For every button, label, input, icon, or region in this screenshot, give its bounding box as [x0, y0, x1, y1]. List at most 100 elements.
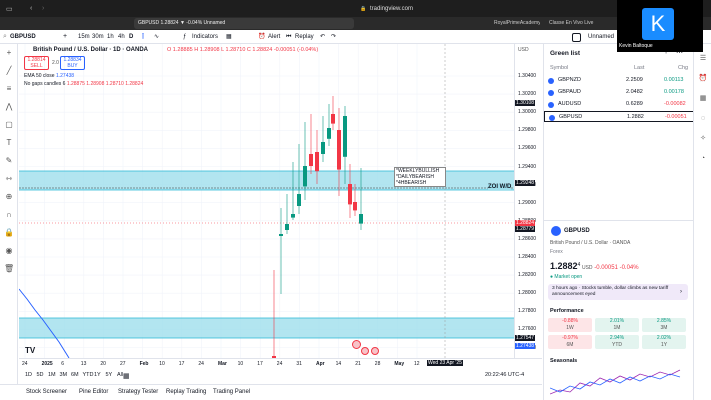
- tab-replay-trading[interactable]: Replay Trading: [166, 389, 207, 395]
- perf-box-1y[interactable]: 2.02% 1Y: [642, 335, 686, 349]
- tab-stock-screener[interactable]: Stock Screener: [26, 389, 68, 395]
- layout-icon[interactable]: [572, 33, 581, 42]
- layout-name[interactable]: Unnamed: [588, 34, 615, 40]
- calendar-icon[interactable]: ▦: [123, 373, 130, 380]
- address-bar[interactable]: 🔒 tradingview.com: [40, 4, 610, 16]
- event-marker-icon[interactable]: [361, 347, 369, 355]
- measure-icon[interactable]: ⇿: [5, 174, 13, 183]
- price-axis[interactable]: USD 1.30400 1.30200 1.30000 1.29800 1.29600 1…: [514, 44, 542, 358]
- browser-tab[interactable]: RoyalPrimeAcademy: [494, 20, 540, 26]
- price-tick-label: 1.27600: [518, 326, 537, 333]
- pattern-icon[interactable]: ⋀: [5, 102, 13, 111]
- interval-15m[interactable]: 15m: [78, 34, 90, 40]
- detail-name: British Pound / U.S. Dollar · OANDA: [550, 240, 631, 246]
- chart-type-icon[interactable]: ∿: [154, 34, 160, 40]
- range-5y[interactable]: 5Y: [105, 372, 113, 378]
- range-6m[interactable]: 6M: [71, 372, 79, 378]
- undo-icon[interactable]: ↶: [320, 34, 326, 40]
- calendar-side-icon[interactable]: ▦: [699, 95, 707, 102]
- ema-legend[interactable]: EMA 50 close 1.27438: [24, 73, 74, 79]
- range-5d[interactable]: 5D: [36, 372, 44, 378]
- gaps-values: 1.28875 1.28908 1.28710 1.28824: [66, 81, 144, 87]
- chat-icon[interactable]: ◌: [700, 115, 706, 122]
- tab-pine-editor[interactable]: Pine Editor: [79, 389, 109, 395]
- candle-body: [327, 128, 331, 139]
- interval-1h[interactable]: 1h: [107, 34, 114, 40]
- indicators-button[interactable]: Indicators: [192, 34, 219, 40]
- fib-icon[interactable]: ≡: [6, 84, 12, 93]
- perf-box-6m[interactable]: -0.97% 6M: [548, 335, 592, 349]
- range-1d[interactable]: 1D: [25, 372, 33, 378]
- trash-icon[interactable]: 🗑: [4, 264, 15, 273]
- perf-box-1w[interactable]: -0.88% 1W: [548, 318, 592, 332]
- alerts-icon[interactable]: ⏰: [698, 75, 708, 82]
- eye-icon[interactable]: ◉: [5, 246, 13, 255]
- event-marker-icon[interactable]: [352, 340, 361, 349]
- replay-button[interactable]: Replay: [295, 34, 314, 40]
- detail-symbol[interactable]: GBPUSD: [564, 228, 590, 234]
- watchlist-row[interactable]: GBPUSD 1.2882 -0.00051: [544, 111, 694, 122]
- seasonals-chart[interactable]: [550, 368, 688, 398]
- watchlist-row[interactable]: AUDUSD 0.6289 -0.00082: [544, 99, 694, 110]
- templates-icon[interactable]: ▦: [226, 34, 232, 40]
- alert-button[interactable]: Alert: [268, 34, 281, 40]
- sidebar-toggle-icon[interactable]: ▭: [6, 6, 13, 13]
- compare-plus-icon[interactable]: +: [63, 33, 68, 40]
- add-symbol-icon[interactable]: +: [664, 49, 669, 56]
- clock[interactable]: 20:22:46 UTC-4: [485, 372, 525, 378]
- browser-tab-active[interactable]: GBPUSD 1.28824 ▼ -0.04% Unnamed: [134, 18, 354, 29]
- perf-box-ytd[interactable]: 2.94% YTD: [595, 335, 639, 349]
- range-ytd[interactable]: YTD: [82, 372, 94, 378]
- gaps-legend[interactable]: No gaps candles 6 1.28875 1.28908 1.2871…: [24, 81, 143, 87]
- search-icon[interactable]: ⌕: [3, 33, 7, 40]
- magnet-icon[interactable]: ∩: [6, 210, 12, 219]
- bottom-panel-tabs: Stock Screener Pine Editor Strategy Test…: [0, 384, 542, 400]
- tradingview-logo[interactable]: TV: [25, 346, 36, 355]
- range-3m[interactable]: 3M: [59, 372, 68, 378]
- interval-30m[interactable]: 30m: [92, 34, 104, 40]
- text-icon[interactable]: T: [6, 138, 12, 147]
- interval-4h[interactable]: 4h: [118, 34, 125, 40]
- perf-box-3m[interactable]: 2.85% 3M: [642, 318, 686, 332]
- more-icon[interactable]: ⋯: [676, 50, 683, 57]
- perf-box-1m[interactable]: 2.01% 1M: [595, 318, 639, 332]
- watchlist-row[interactable]: GBPAUD 2.0482 0.00178: [544, 87, 694, 98]
- back-icon[interactable]: ‹: [30, 5, 33, 12]
- range-all[interactable]: All: [117, 372, 124, 378]
- shape-icon[interactable]: ▢: [5, 120, 13, 129]
- forward-icon[interactable]: ›: [42, 5, 45, 12]
- browser-tab[interactable]: Classe En Vivo Live: [549, 20, 594, 26]
- candles-icon[interactable]: ⫿: [142, 34, 144, 40]
- chevron-right-icon[interactable]: ›: [680, 289, 682, 295]
- interval-1d[interactable]: D: [129, 34, 134, 40]
- sell-button[interactable]: 1.28814 SELL: [24, 56, 49, 70]
- range-1y[interactable]: 1Y: [94, 372, 101, 378]
- watchlist-title[interactable]: Green list: [550, 50, 580, 57]
- price-chart[interactable]: [19, 44, 514, 358]
- indicators-icon[interactable]: ƒ: [183, 34, 187, 40]
- replay-icon[interactable]: ⏮: [286, 34, 292, 40]
- range-1m[interactable]: 1M: [48, 372, 56, 378]
- news-headline[interactable]: 3 hours ago · Stocks tumble, dollar clim…: [548, 284, 688, 300]
- lock-drawing-icon[interactable]: 🔒: [4, 228, 14, 237]
- redo-icon[interactable]: ↷: [331, 34, 337, 40]
- event-marker-icon[interactable]: [371, 347, 379, 355]
- trendline-icon[interactable]: ╱: [6, 66, 12, 75]
- brush-icon[interactable]: ✎: [5, 156, 13, 165]
- tab-trading-panel[interactable]: Trading Panel: [213, 389, 251, 395]
- browser-toolbar: ▭ ‹ › 🔒 tradingview.com: [0, 0, 711, 20]
- notifications-icon[interactable]: ◔: [700, 155, 706, 162]
- symbol-search[interactable]: GBPUSD: [10, 34, 36, 40]
- time-axis[interactable]: 24 2025 6 13 20 27 Feb 10 17 24 Mar 10 17 24 31 Apr 14 21…: [19, 358, 542, 368]
- watchlist-row[interactable]: GBPNZD 2.2509 0.00113: [544, 75, 694, 86]
- bias-annotation[interactable]: *WEEKLYBULLISH *DAILYBEARISH *4HBEARISH: [394, 167, 446, 187]
- buy-button[interactable]: 1.28834 BUY: [60, 56, 85, 70]
- ideas-icon[interactable]: ✧: [700, 135, 706, 142]
- watchlist-icon[interactable]: ☰: [699, 55, 707, 62]
- zoom-icon[interactable]: ⊕: [5, 192, 13, 201]
- candle-body: [331, 114, 335, 124]
- crosshair-icon[interactable]: +: [6, 48, 12, 57]
- chart-pane[interactable]: ◐ British Pound / U.S. Dollar · 1D · OAN…: [19, 44, 514, 358]
- alert-icon[interactable]: ⏰: [258, 34, 266, 40]
- tab-strategy-tester[interactable]: Strategy Tester: [118, 389, 159, 395]
